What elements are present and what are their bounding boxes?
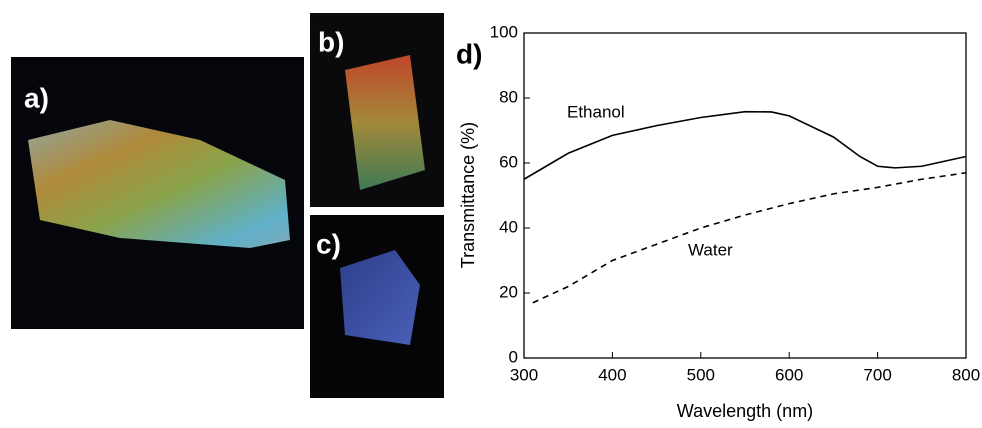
panel-label: d) (456, 38, 482, 69)
x-tick-label: 700 (863, 365, 891, 384)
x-tick-label: 300 (510, 365, 538, 384)
series-line (523, 110, 967, 180)
sample-c (340, 250, 420, 345)
sample-b (345, 55, 425, 190)
sample-a (28, 120, 290, 248)
y-axis-label: Transmittance (%) (458, 122, 478, 268)
series-line (532, 171, 967, 304)
y-tick-label: 80 (499, 87, 518, 106)
x-tick-label: 600 (775, 365, 803, 384)
x-axis-label: Wavelength (nm) (677, 401, 813, 421)
y-tick-label: 20 (499, 282, 518, 301)
series-label: Ethanol (567, 102, 625, 121)
y-tick-label: 40 (499, 217, 518, 236)
series-label: Water (688, 240, 733, 259)
x-tick-label: 500 (687, 365, 715, 384)
y-tick-label: 0 (509, 347, 518, 366)
y-tick-label: 60 (499, 152, 518, 171)
y-tick-label: 100 (490, 22, 518, 41)
x-tick-label: 400 (598, 365, 626, 384)
panel-label: c) (316, 228, 341, 259)
panel-label: a) (24, 82, 49, 113)
x-tick-label: 800 (952, 365, 980, 384)
plot-frame (523, 32, 967, 359)
panel-label: b) (318, 26, 344, 57)
